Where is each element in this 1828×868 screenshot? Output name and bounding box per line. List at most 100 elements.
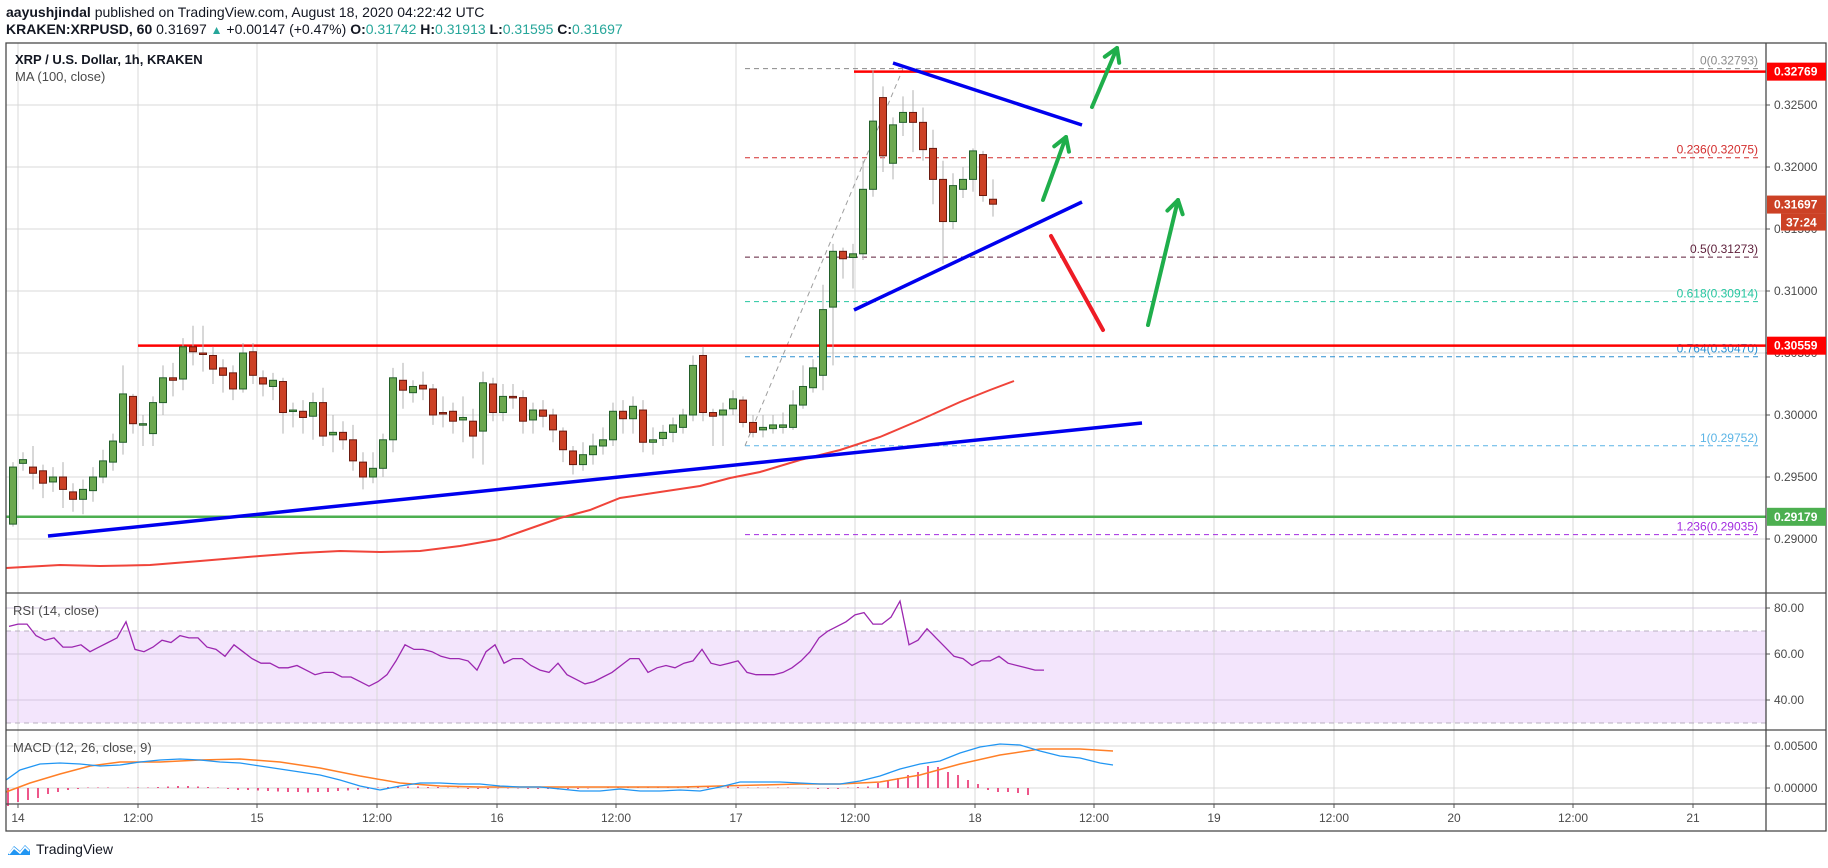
time-axis-label: 12:00 <box>1079 811 1109 825</box>
green-arrow-1-head-icon <box>1052 135 1071 154</box>
price-tag <box>1767 195 1826 214</box>
green-arrow-3[interactable] <box>1146 198 1180 327</box>
candle-up <box>869 120 877 190</box>
green-arrow-2[interactable] <box>1090 46 1119 109</box>
candle-down <box>929 147 937 180</box>
time-axis-label: 17 <box>729 811 743 825</box>
candle-down <box>739 399 747 423</box>
candle-up <box>809 367 817 389</box>
price-pane-title: XRP / U.S. Dollar, 1h, KRAKEN <box>15 52 203 67</box>
author-name[interactable]: aayushjindal <box>6 4 91 20</box>
candle-down <box>219 367 227 376</box>
triangle-upper[interactable] <box>892 61 1083 127</box>
candle-up <box>329 431 337 436</box>
candle-up <box>899 111 907 123</box>
candle-up <box>599 439 607 447</box>
candle-down <box>189 346 197 353</box>
candle-up <box>779 424 787 428</box>
candle-up <box>759 426 767 431</box>
price-tag-label: 0.30559 <box>1774 339 1818 353</box>
candle-up <box>9 466 17 525</box>
macd-line <box>5 743 1114 792</box>
green-arrow-1[interactable] <box>1041 135 1068 202</box>
candle-up <box>19 459 27 464</box>
triangle-lower[interactable] <box>853 200 1083 312</box>
tradingview-logo[interactable]: TradingView <box>6 841 113 857</box>
candle-up <box>859 188 867 255</box>
candle-down <box>549 414 557 431</box>
rsi-band <box>6 631 1766 723</box>
macd-signal-line <box>5 748 1114 793</box>
price-tag <box>1767 62 1826 81</box>
fib-level-label: 1(0.29752) <box>1700 431 1758 445</box>
countdown-tag <box>1781 213 1826 231</box>
candle-up <box>629 405 637 420</box>
time-axis-label: 16 <box>490 811 504 825</box>
price-axis-label: 0.29500 <box>1774 470 1818 484</box>
rsi-indicator-title[interactable]: RSI (14, close) <box>13 603 99 618</box>
candle-up <box>799 385 807 406</box>
candle-down <box>249 351 257 376</box>
price-axis-label: 0.31000 <box>1774 284 1818 298</box>
price-axis-label: 0.32000 <box>1774 160 1818 174</box>
price-tag-label: 0.32769 <box>1774 65 1818 79</box>
ma-indicator-title[interactable]: MA (100, close) <box>15 69 106 84</box>
time-axis-label: 15 <box>250 811 264 825</box>
candle-down <box>59 476 67 490</box>
rsi-axis-label: 40.00 <box>1774 693 1804 707</box>
candle-up <box>819 309 827 376</box>
candle-down <box>919 121 927 151</box>
candle-up <box>649 439 657 443</box>
candle-down <box>39 470 47 484</box>
candle-up <box>589 445 597 456</box>
fib-level-label: 0.764(0.30470) <box>1677 342 1758 356</box>
candle-up <box>609 410 617 441</box>
candle-down <box>419 384 427 390</box>
candle-down <box>879 97 887 157</box>
candle-up <box>369 467 377 478</box>
candle-down <box>639 409 647 443</box>
candle-down <box>209 354 217 370</box>
candle-up <box>689 364 697 416</box>
candle-down <box>429 388 437 416</box>
rsi-axis-label: 80.00 <box>1774 601 1804 615</box>
rising-trendline[interactable] <box>47 421 1143 538</box>
candle-up <box>499 395 507 414</box>
candle-up <box>389 377 397 441</box>
candle-down <box>979 154 987 197</box>
candle-up <box>679 414 687 428</box>
macd-indicator-title[interactable]: MACD (12, 26, close, 9) <box>13 740 152 755</box>
change-up-icon: ▲ <box>210 23 223 37</box>
low-value: 0.31595 <box>502 21 554 37</box>
candle-up <box>969 150 977 180</box>
candle-down <box>259 377 267 385</box>
fib-level-label: 0.5(0.31273) <box>1690 242 1758 256</box>
candle-down <box>359 461 367 478</box>
price-axis-label: 0.29000 <box>1774 532 1818 546</box>
candle-up <box>119 393 127 443</box>
candle-up <box>729 398 737 410</box>
close-value: 0.31697 <box>572 21 623 37</box>
fib-level-label: 1.236(0.29035) <box>1677 520 1758 534</box>
red-line-down[interactable] <box>1049 234 1105 332</box>
candle-up <box>659 431 667 440</box>
fib-level-label: 0(0.32793) <box>1700 54 1758 68</box>
candle-down <box>129 395 137 425</box>
candle-up <box>889 124 897 164</box>
candle-up <box>379 439 387 469</box>
last-price: 0.31697 <box>156 21 207 37</box>
candle-down <box>699 354 707 414</box>
time-axis-label: 12:00 <box>123 811 153 825</box>
candle-down <box>229 372 237 390</box>
time-axis-label: 12:00 <box>601 811 631 825</box>
candle-up <box>89 476 97 492</box>
candle-down <box>349 439 357 462</box>
candle-up <box>239 352 247 390</box>
candle-up <box>719 409 727 416</box>
candle-down <box>709 412 717 417</box>
candle-up <box>669 424 677 433</box>
time-axis-label: 12:00 <box>1319 811 1349 825</box>
candle-up <box>529 409 537 421</box>
candle-up <box>99 460 107 478</box>
